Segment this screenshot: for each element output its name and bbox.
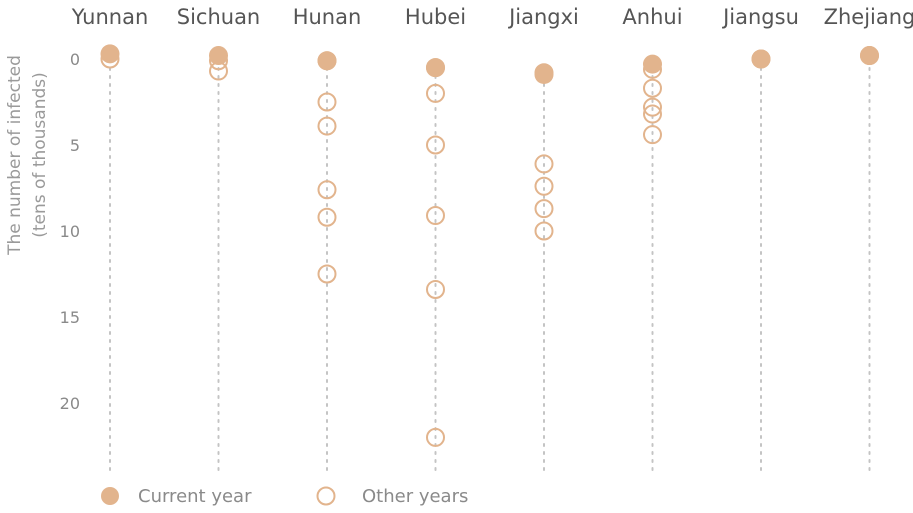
- category-label-anhui: Anhui: [622, 5, 682, 29]
- category-label-hunan: Hunan: [293, 5, 362, 29]
- current-year-point-hubei-3: [426, 58, 445, 78]
- category-guide-lines: [109, 67, 871, 473]
- other-year-point-anhui-24: [643, 125, 662, 145]
- other-year-point-hunan-8: [317, 264, 337, 284]
- current-year-point-hunan-2: [317, 51, 337, 71]
- other-year-point-hubei-14: [426, 427, 445, 447]
- other-year-point-jiangxi-17: [534, 176, 554, 196]
- other-year-point-jiangxi-18: [534, 199, 554, 219]
- current-year-point-anhui-5: [643, 54, 662, 74]
- y-tick-label-0: 0: [70, 50, 80, 69]
- legend: Current year Other years: [101, 486, 468, 507]
- other-year-point-jiangxi-19: [534, 221, 554, 241]
- other-year-point-hunan-7: [317, 207, 337, 227]
- legend-current-year-label: Current year: [138, 486, 252, 507]
- legend-other-years-label: Other years: [362, 486, 468, 507]
- other-year-point-hubei-11: [426, 135, 445, 155]
- y-axis-title-line1: The number of infected: [5, 55, 25, 256]
- y-tick-label-20: 20: [60, 394, 80, 413]
- other-year-point-jiangxi-16: [534, 154, 554, 174]
- current-year-point-jiangsu-6: [751, 49, 771, 69]
- legend-other-years-marker: [316, 486, 336, 506]
- category-label-sichuan: Sichuan: [177, 5, 261, 29]
- current-year-point-zhejiang-7: [860, 46, 879, 66]
- category-label-yunnan: Yunnan: [71, 5, 149, 29]
- data-points: [100, 44, 879, 447]
- other-year-point-hubei-10: [426, 83, 445, 103]
- other-year-point-anhui-21: [643, 78, 662, 98]
- other-year-point-hunan-4: [317, 92, 337, 112]
- other-year-point-hubei-13: [426, 279, 445, 299]
- y-tick-label-10: 10: [60, 222, 80, 241]
- current-year-point-jiangxi-4: [534, 64, 554, 84]
- y-axis-ticks: 0 5 10 15 20: [60, 50, 80, 413]
- current-year-point-sichuan-1: [209, 46, 228, 66]
- category-label-zhejiang: Zhejiang: [824, 5, 913, 29]
- current-year-point-yunnan-0: [100, 44, 120, 64]
- category-label-jiangsu: Jiangsu: [721, 5, 799, 29]
- other-year-point-anhui-23: [643, 104, 662, 124]
- other-year-point-hubei-12: [426, 206, 445, 226]
- other-year-point-hunan-5: [317, 116, 337, 136]
- y-axis-title-line2: (tens of thousands): [30, 72, 50, 238]
- other-year-point-anhui-22: [643, 97, 662, 117]
- category-label-jiangxi: Jiangxi: [507, 5, 579, 29]
- y-tick-label-15: 15: [60, 308, 80, 327]
- other-year-point-hunan-6: [317, 180, 337, 200]
- legend-current-year-marker: [101, 487, 119, 505]
- category-label-hubei: Hubei: [405, 5, 466, 29]
- category-labels: Yunnan Sichuan Hunan Hubei Jiangxi Anhui Jiang…: [71, 5, 913, 29]
- y-tick-label-5: 5: [70, 136, 80, 155]
